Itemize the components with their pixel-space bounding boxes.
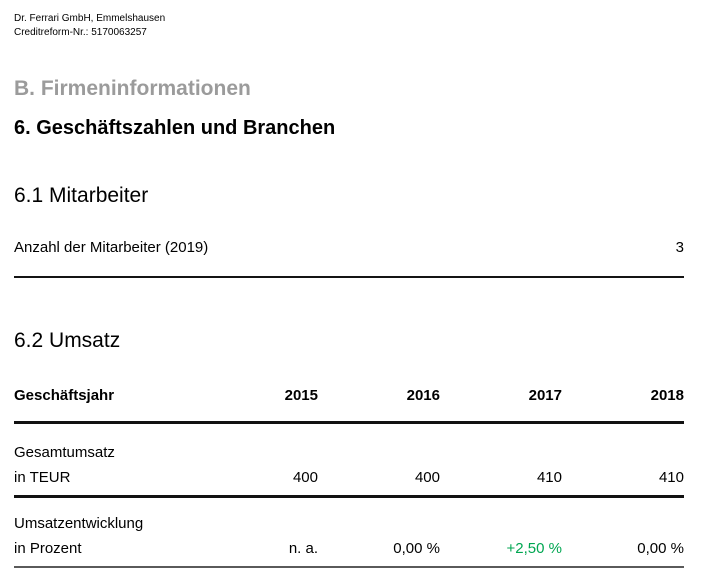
- company-name: Dr. Ferrari GmbH, Emmelshausen: [14, 13, 166, 24]
- gesamtumsatz-2017: 410: [440, 422, 562, 498]
- chapter-heading: 6. Geschäftszahlen und Branchen: [14, 117, 336, 139]
- gesamtumsatz-2015: 400: [196, 422, 318, 498]
- umsatzentwicklung-2015: n. a.: [196, 496, 318, 568]
- umsatzentwicklung-2018: 0,00 %: [562, 496, 684, 568]
- employees-row: Anzahl der Mitarbeiter (2019) 3: [14, 240, 684, 278]
- row-label-umsatzentwicklung: Umsatzentwicklung in Prozent: [14, 496, 196, 568]
- revenue-heading: 6.2 Umsatz: [14, 329, 121, 352]
- row-label-gesamtumsatz: Gesamtumsatz in TEUR: [14, 422, 196, 498]
- column-header-geschaeftsjahr: Geschäftsjahr: [14, 388, 196, 424]
- table-row-umsatzentwicklung: Umsatzentwicklung in Prozent n. a. 0,00 …: [14, 496, 684, 568]
- employees-row-value: 3: [675, 239, 684, 256]
- page-content: Dr. Ferrari GmbH, Emmelshausen Creditref…: [14, 12, 684, 568]
- gesamtumsatz-2018: 410: [562, 422, 684, 498]
- creditreform-number: Creditreform-Nr.: 5170063257: [14, 27, 147, 38]
- document-header: Dr. Ferrari GmbH, Emmelshausen Creditref…: [14, 12, 684, 40]
- revenue-table-header-row: Geschäftsjahr 2015 2016 2017 2018: [14, 388, 684, 424]
- column-header-2015: 2015: [196, 388, 318, 424]
- column-header-2017: 2017: [440, 388, 562, 424]
- column-header-2016: 2016: [318, 388, 440, 424]
- employees-row-label: Anzahl der Mitarbeiter (2019): [14, 239, 209, 256]
- umsatzentwicklung-2016: 0,00 %: [318, 496, 440, 568]
- umsatzentwicklung-2017: +2,50 %: [440, 496, 562, 568]
- employees-heading: 6.1 Mitarbeiter: [14, 184, 149, 207]
- section-heading: B. Firmeninformationen: [14, 77, 251, 100]
- column-header-2018: 2018: [562, 388, 684, 424]
- table-row-gesamtumsatz: Gesamtumsatz in TEUR 400 400 410 410: [14, 422, 684, 498]
- gesamtumsatz-2016: 400: [318, 422, 440, 498]
- revenue-table: Geschäftsjahr 2015 2016 2017 2018 Gesamt…: [14, 388, 684, 568]
